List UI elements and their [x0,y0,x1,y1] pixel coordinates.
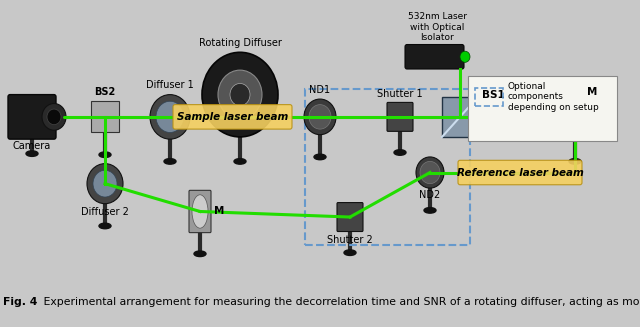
FancyBboxPatch shape [405,44,464,69]
Bar [305,89,470,245]
Text: Optional
components
depending on setup: Optional components depending on setup [508,82,599,112]
Ellipse shape [192,195,208,228]
Ellipse shape [314,154,326,160]
Text: Experimental arrangement for measuring the decorrelation time and SNR of a rotat: Experimental arrangement for measuring t… [40,297,640,307]
Text: Sample laser beam: Sample laser beam [177,112,288,122]
Text: Shutter 1: Shutter 1 [377,89,423,99]
Text: ND2: ND2 [419,190,440,200]
Circle shape [309,105,331,129]
FancyBboxPatch shape [337,202,363,232]
Ellipse shape [99,152,111,158]
Ellipse shape [26,151,38,156]
Ellipse shape [234,159,246,164]
Circle shape [150,95,190,139]
FancyBboxPatch shape [173,105,292,129]
Text: Diffuser 2: Diffuser 2 [81,207,129,217]
Circle shape [420,162,440,184]
Circle shape [156,101,184,132]
FancyBboxPatch shape [442,97,478,137]
Ellipse shape [569,159,581,164]
Ellipse shape [164,159,176,164]
Text: Diffuser 1: Diffuser 1 [146,80,194,90]
Ellipse shape [568,97,582,136]
Text: 532nm Laser
with Optical
Isolator: 532nm Laser with Optical Isolator [408,12,467,42]
Circle shape [416,157,444,188]
FancyBboxPatch shape [468,76,617,141]
Circle shape [93,170,117,197]
Text: M: M [587,87,597,97]
Circle shape [42,104,66,130]
Circle shape [460,51,470,62]
Ellipse shape [99,223,111,229]
Circle shape [87,164,123,204]
Ellipse shape [394,150,406,155]
Text: BS1: BS1 [482,90,505,100]
Text: ND1: ND1 [309,85,331,95]
Bar [475,88,503,106]
FancyBboxPatch shape [91,101,119,132]
Circle shape [230,83,250,106]
FancyBboxPatch shape [189,190,211,232]
Circle shape [202,52,278,137]
FancyBboxPatch shape [458,160,582,185]
Text: M: M [214,206,225,216]
Text: Fig. 4: Fig. 4 [3,297,37,307]
Ellipse shape [194,251,206,257]
FancyBboxPatch shape [566,94,584,140]
Text: Reference laser beam: Reference laser beam [456,167,584,178]
Text: BS2: BS2 [94,87,116,97]
FancyBboxPatch shape [387,102,413,131]
Ellipse shape [344,250,356,255]
Circle shape [47,109,61,125]
Circle shape [304,99,336,135]
Ellipse shape [424,208,436,213]
Text: Rotating Diffuser: Rotating Diffuser [198,38,282,48]
FancyBboxPatch shape [8,95,56,139]
Circle shape [218,70,262,119]
Text: Camera: Camera [13,141,51,151]
Text: Shutter 2: Shutter 2 [327,235,373,245]
